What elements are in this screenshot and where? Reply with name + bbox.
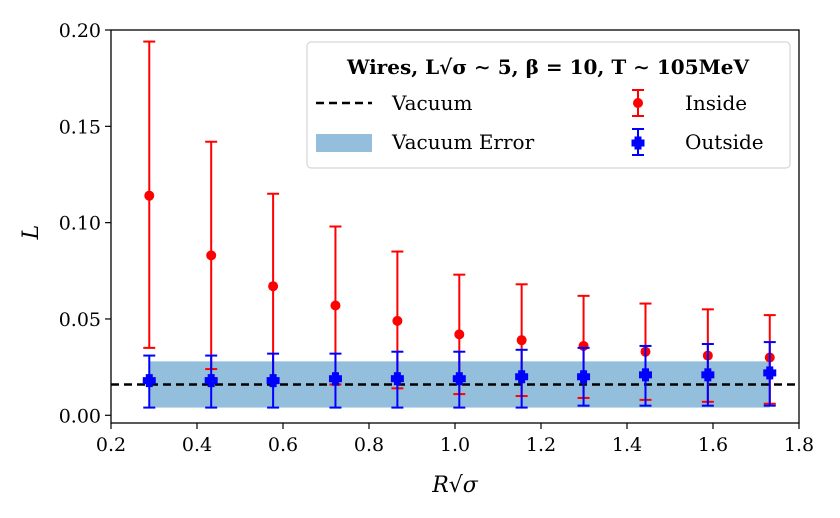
outside-marker-h [577,373,591,381]
x-tick-label: 0.6 [268,434,298,456]
outside-marker-h [390,375,404,383]
legend-title: Wires, L√σ ∼ 5, β = 10, T ∼ 105MeV [346,55,750,79]
outside-marker-h [452,375,466,383]
y-tick-label: 0.20 [59,20,101,42]
y-tick-label: 0.15 [59,116,101,138]
x-tick-label: 1.0 [440,434,470,456]
outside-marker-h [266,377,280,385]
outside-point [452,350,466,409]
legend-frame [306,41,791,169]
inside-marker [392,315,403,326]
outside-marker-h [142,377,156,385]
x-tick-label: 1.4 [612,434,642,456]
x-axis-label: R√σ [431,473,479,498]
x-tick-label: 0.4 [182,434,212,456]
outside-point [577,346,591,407]
legend-inside-marker [632,89,644,117]
outside-marker-h [515,373,529,381]
axis-ticks: 0.2 0.4 0.6 0.8 1.0 1.2 1.4 1.6 1.8 0.00 0.05 0.10 0… [59,20,814,456]
x-tick-label: 0.2 [96,434,126,456]
outside-point [638,344,652,407]
outside-point [328,352,342,409]
legend-outside-marker [631,128,645,156]
outside-marker-h [328,375,342,383]
inside-marker [268,281,279,292]
legend-label-vacuum: Vacuum [391,91,472,115]
x-tick-label: 1.2 [526,434,556,456]
x-tick-label: 1.8 [784,434,814,456]
legend-vacuum-error-swatch [316,134,372,152]
inside-marker [206,250,217,261]
outside-point [266,352,280,409]
plot-area [111,40,799,409]
inside-marker [330,300,341,311]
outside-marker-h [638,371,652,379]
y-axis-label: L [19,225,44,241]
outside-point [142,354,156,409]
inside-point [143,40,156,349]
outside-point [204,354,218,409]
inside-marker [516,335,527,346]
outside-marker-h [763,369,777,377]
outside-point [701,343,715,407]
x-tick-label: 1.6 [698,434,728,456]
x-tick-label: 0.8 [354,434,384,456]
inside-marker [144,190,155,201]
y-tick-label: 0.05 [59,309,101,331]
y-tick-label: 0.10 [59,213,101,235]
legend-label-inside: Inside [685,91,747,115]
outside-marker-h [204,377,218,385]
inside-marker [454,329,465,340]
y-tick-label: 0.00 [59,405,101,427]
outside-point [763,341,777,407]
legend-label-outside: Outside [685,130,764,154]
legend: Wires, L√σ ∼ 5, β = 10, T ∼ 105MeV Vacuu… [306,41,791,169]
outside-point [390,350,404,409]
legend-label-vacuum-error: Vacuum Error [391,130,535,154]
outside-marker-h [701,371,715,379]
outside-point [515,348,529,409]
